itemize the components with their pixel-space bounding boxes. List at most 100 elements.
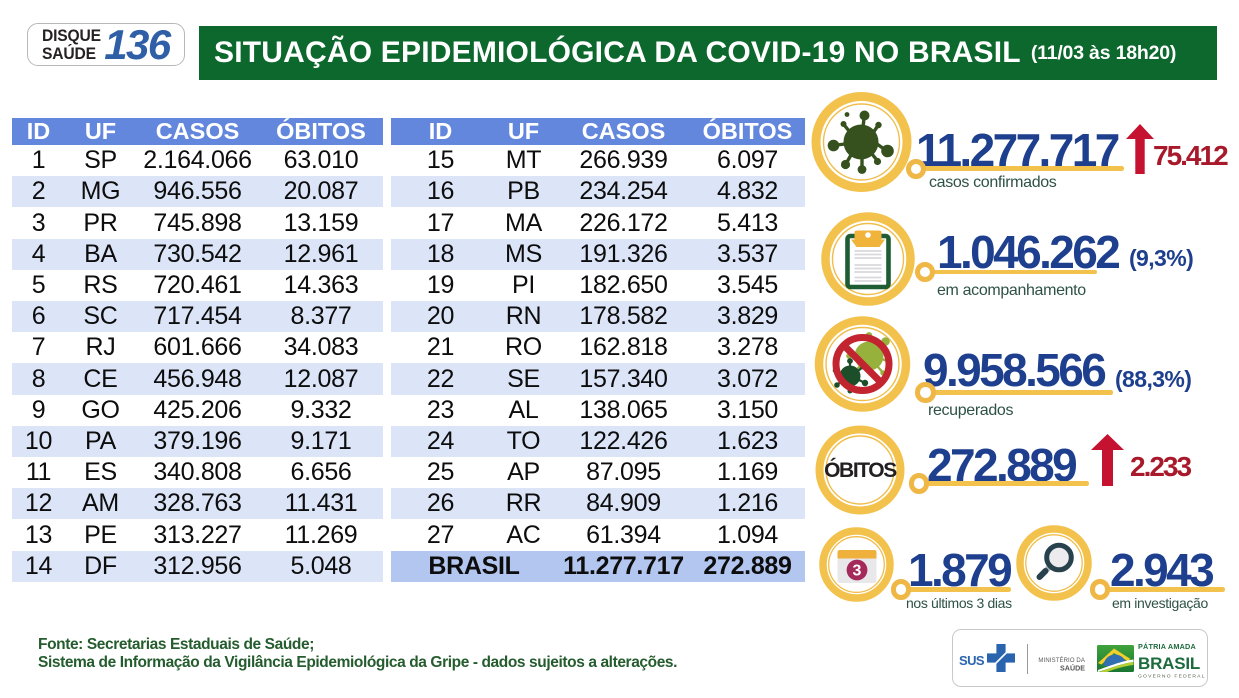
table-row: 20 RN 178.582 3.829 xyxy=(391,301,805,333)
cell-obitos: 5.048 xyxy=(290,551,352,580)
cell-id: 8 xyxy=(31,364,46,393)
cell-obitos: 3.545 xyxy=(716,270,779,299)
cell-casos: 730.542 xyxy=(153,239,242,268)
table-row: 24 TO 122.426 1.623 xyxy=(391,425,805,458)
cell-uf: MA xyxy=(505,208,542,237)
cell-id: 6 xyxy=(31,302,46,331)
cell-casos: 379.196 xyxy=(153,426,242,455)
table-row: 3 PR 745.898 13.159 xyxy=(12,207,383,239)
states-table-left: ID UF CASOS ÓBITOS 1 SP 2.164.066 63.010… xyxy=(12,118,383,582)
table-row: 9 GO 425.206 9.332 xyxy=(12,394,383,426)
cell-obitos: 9.332 xyxy=(290,395,352,424)
states-table-right: ID UF CASOS ÓBITOS 15 MT 266.939 6.097 1… xyxy=(391,118,805,582)
table-row: 17 MA 226.172 5.413 xyxy=(391,207,805,239)
cell-uf: PI xyxy=(511,270,536,299)
cell-casos: 456.948 xyxy=(153,364,242,393)
source-note: Fonte: Secretarias Estaduais de Saúde; S… xyxy=(38,636,677,671)
underline xyxy=(919,481,1089,486)
cell-id: 7 xyxy=(31,333,46,362)
underline xyxy=(925,390,1113,395)
table-row: 8 CE 456.948 12.087 xyxy=(12,363,383,395)
underline-dot xyxy=(905,158,927,179)
table-row: 11 ES 340.808 6.656 xyxy=(12,457,383,489)
cell-id: 12 xyxy=(24,489,53,518)
cell-uf: PB xyxy=(507,177,540,206)
table-row: 23 AL 138.065 3.150 xyxy=(391,394,805,426)
source-line1: Fonte: Secretarias Estaduais de Saúde; xyxy=(38,636,314,653)
cell-uf: CE xyxy=(83,364,118,393)
underline xyxy=(916,166,1124,171)
cell-uf: MT xyxy=(505,146,542,175)
cell-id: 20 xyxy=(426,302,455,331)
cell-id: 26 xyxy=(426,489,455,518)
cell-uf: SC xyxy=(83,302,118,331)
cell-id: 22 xyxy=(426,364,455,393)
underline xyxy=(1100,587,1225,592)
investigation-label: em investigação xyxy=(1112,594,1208,611)
cell-uf: RR xyxy=(505,489,542,518)
cell-id: 13 xyxy=(24,520,53,549)
table-row: 7 RJ 601.666 34.083 xyxy=(12,332,383,364)
deaths-3days-label: nos últimos 3 dias xyxy=(906,594,1012,611)
cell-obitos: 1.169 xyxy=(716,458,779,487)
cell-uf: MG xyxy=(80,177,121,206)
cell-uf: AP xyxy=(507,458,540,487)
calendar-day-number: 3 xyxy=(853,563,862,580)
total-obitos: 272.889 xyxy=(703,551,792,580)
up-arrow-icon xyxy=(1091,434,1124,486)
cell-obitos: 63.010 xyxy=(283,146,359,175)
confirmed-cases-value: 11.277.717 xyxy=(916,123,1120,176)
obitos-badge-label: ÓBITOS xyxy=(824,459,897,482)
table-row: 26 RR 84.909 1.216 xyxy=(391,488,805,520)
deaths-3days-value: 1.879 xyxy=(908,543,1013,596)
magnifier-icon xyxy=(1016,525,1092,601)
disque-saude-label: DISQUE SAÚDE xyxy=(42,26,102,63)
cell-id: 27 xyxy=(426,520,455,549)
obitos-badge xyxy=(815,425,905,515)
cell-id: 17 xyxy=(426,208,455,237)
cell-casos: 226.172 xyxy=(579,208,668,237)
virus-icon xyxy=(811,92,912,192)
cell-id: 25 xyxy=(426,458,455,487)
calendar-icon: 3 xyxy=(819,527,894,602)
recovered-percent: (88,3%) xyxy=(1115,366,1192,392)
cell-casos: 946.556 xyxy=(153,177,242,206)
deaths-delta: 2.233 xyxy=(1130,451,1192,482)
cell-casos: 601.666 xyxy=(153,333,242,362)
table-row: 18 MS 191.326 3.537 xyxy=(391,238,805,270)
table-header-row: ID UF CASOS ÓBITOS xyxy=(12,118,383,145)
cell-casos: 234.254 xyxy=(579,177,668,206)
cell-id: 24 xyxy=(426,426,455,455)
cell-id: 16 xyxy=(426,177,455,206)
confirmed-cases-label: casos confirmados xyxy=(929,173,1057,191)
total-label: BRASIL xyxy=(428,551,520,580)
table-row: 4 BA 730.542 12.961 xyxy=(12,238,383,270)
cell-obitos: 1.216 xyxy=(716,489,779,518)
col-header-casos: CASOS xyxy=(155,118,240,144)
cell-obitos: 9.171 xyxy=(290,426,352,455)
cell-casos: 745.898 xyxy=(153,208,242,237)
ministry-logo-text: MINISTÉRIO DA SAÚDE xyxy=(1038,657,1085,673)
table-row: 16 PB 234.254 4.832 xyxy=(391,176,805,208)
col-header-obitos: ÓBITOS xyxy=(276,118,366,144)
cell-uf: RN xyxy=(505,302,542,331)
no-virus-icon xyxy=(814,316,911,412)
monitoring-percent: (9,3%) xyxy=(1129,245,1194,271)
cell-id: 3 xyxy=(31,208,46,237)
disque-saude-logo: DISQUE SAÚDE 136 xyxy=(27,23,185,66)
cell-casos: 313.227 xyxy=(153,520,242,549)
confirmed-cases-delta: 75.412 xyxy=(1153,140,1229,171)
table-row: 19 PI 182.650 3.545 xyxy=(391,269,805,302)
underline xyxy=(901,587,1011,592)
cell-obitos: 13.159 xyxy=(283,208,359,237)
table-row: 6 SC 717.454 8.377 xyxy=(12,301,383,333)
cell-casos: 328.763 xyxy=(153,489,242,518)
cell-id: 15 xyxy=(426,146,455,175)
cell-obitos: 3.537 xyxy=(716,239,779,268)
disque-saude-number: 136 xyxy=(104,20,171,68)
brazil-flag-icon xyxy=(1097,645,1134,672)
investigation-value: 2.943 xyxy=(1110,543,1215,596)
cell-obitos: 6.656 xyxy=(290,458,352,487)
table-header-row: ID UF CASOS ÓBITOS xyxy=(391,118,805,145)
cell-id: 19 xyxy=(426,270,455,299)
